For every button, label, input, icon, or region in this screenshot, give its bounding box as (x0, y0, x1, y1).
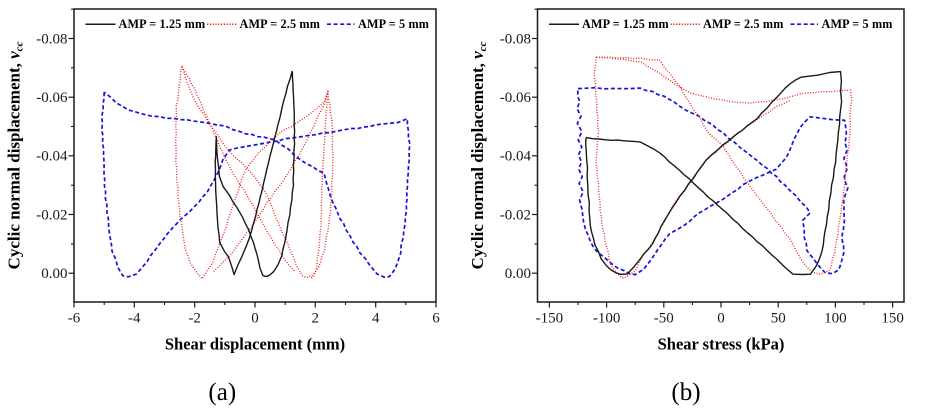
svg-text:0.00: 0.00 (41, 266, 67, 282)
svg-text:(a): (a) (208, 379, 236, 406)
svg-text:2: 2 (312, 311, 320, 327)
svg-text:100: 100 (824, 311, 847, 327)
svg-text:Shear stress (kPa): Shear stress (kPa) (658, 335, 785, 354)
svg-text:4: 4 (372, 311, 380, 327)
svg-text:(b): (b) (671, 379, 700, 406)
svg-text:50: 50 (771, 311, 786, 327)
svg-text:150: 150 (881, 311, 904, 327)
svg-text:-0.02: -0.02 (500, 207, 531, 223)
svg-text:-2: -2 (188, 311, 201, 327)
svg-text:AMP = 2.5 mm: AMP = 2.5 mm (703, 17, 784, 31)
svg-text:-50: -50 (654, 311, 674, 327)
svg-text:0: 0 (251, 311, 259, 327)
svg-text:-0.04: -0.04 (500, 149, 532, 165)
svg-text:AMP = 2.5 mm: AMP = 2.5 mm (240, 17, 321, 31)
svg-text:-0.08: -0.08 (500, 31, 531, 47)
svg-text:-100: -100 (593, 311, 621, 327)
svg-text:-0.06: -0.06 (500, 90, 532, 106)
svg-text:-4: -4 (128, 311, 141, 327)
svg-text:-150: -150 (536, 311, 564, 327)
svg-text:Shear displacement (mm): Shear displacement (mm) (165, 335, 345, 354)
svg-text:-0.02: -0.02 (36, 207, 67, 223)
svg-text:-0.04: -0.04 (36, 149, 68, 165)
svg-text:-0.08: -0.08 (36, 31, 67, 47)
svg-text:AMP = 5 mm: AMP = 5 mm (358, 17, 429, 31)
svg-text:AMP = 1.25 mm: AMP = 1.25 mm (119, 17, 206, 31)
svg-text:-0.06: -0.06 (36, 90, 68, 106)
svg-text:AMP = 5 mm: AMP = 5 mm (822, 17, 893, 31)
svg-text:0.00: 0.00 (505, 266, 531, 282)
svg-text:0: 0 (717, 311, 725, 327)
svg-text:Cyclic normal displacement, vc: Cyclic normal displacement, vcc (5, 41, 26, 269)
svg-text:Cyclic normal displacement, vc: Cyclic normal displacement, vcc (468, 41, 489, 269)
svg-text:AMP = 1.25 mm: AMP = 1.25 mm (582, 17, 669, 31)
svg-text:-6: -6 (68, 311, 81, 327)
svg-text:6: 6 (432, 311, 440, 327)
